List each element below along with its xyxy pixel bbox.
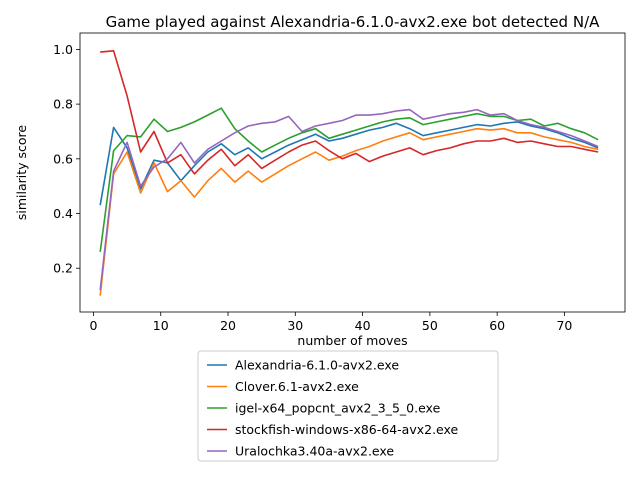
plot-frame xyxy=(79,32,626,313)
y-axis-ticks: 0.2 0.4 0.6 0.8 1.0 xyxy=(53,42,80,276)
x-tick-label: 70 xyxy=(556,318,572,333)
x-tick-label: 40 xyxy=(355,318,371,333)
y-tick-label: 0.6 xyxy=(53,151,73,166)
series-line-5 xyxy=(99,108,599,291)
x-tick-label: 10 xyxy=(153,318,169,333)
legend: Alexandria-6.1.0-avx2.exe Clover.6.1-avx2… xyxy=(197,350,499,462)
legend-label: stockfish-windows-x86-64-avx2.exe xyxy=(235,422,459,437)
x-tick-label: 30 xyxy=(287,318,303,333)
legend-label: igel-x64_popcnt_avx2_3_5_0.exe xyxy=(235,401,441,416)
x-axis-label: number of moves xyxy=(297,333,407,348)
y-tick-label: 0.4 xyxy=(53,206,73,221)
y-tick-label: 0.2 xyxy=(53,261,73,276)
series-line-4 xyxy=(100,49,599,175)
legend-label: Clover.6.1-avx2.exe xyxy=(235,379,359,394)
chart-title: Game played against Alexandria-6.1.0-avx… xyxy=(106,13,601,31)
legend-box xyxy=(197,350,499,462)
series-line-2 xyxy=(99,127,599,296)
legend-label: Uralochka3.40a-avx2.exe xyxy=(235,444,394,459)
x-tick-label: 50 xyxy=(422,318,438,333)
y-axis-label: similarity score xyxy=(14,125,29,221)
x-tick-label: 0 xyxy=(89,318,97,333)
x-tick-label: 60 xyxy=(489,318,505,333)
series-line-1 xyxy=(99,121,599,206)
plot-lines xyxy=(99,49,599,296)
x-axis-ticks: 0 10 20 30 40 50 60 70 xyxy=(89,312,572,333)
y-tick-label: 1.0 xyxy=(53,42,73,57)
x-tick-label: 20 xyxy=(220,318,236,333)
series-line-3 xyxy=(99,107,599,252)
y-tick-label: 0.8 xyxy=(53,97,73,112)
legend-label: Alexandria-6.1.0-avx2.exe xyxy=(235,358,399,373)
